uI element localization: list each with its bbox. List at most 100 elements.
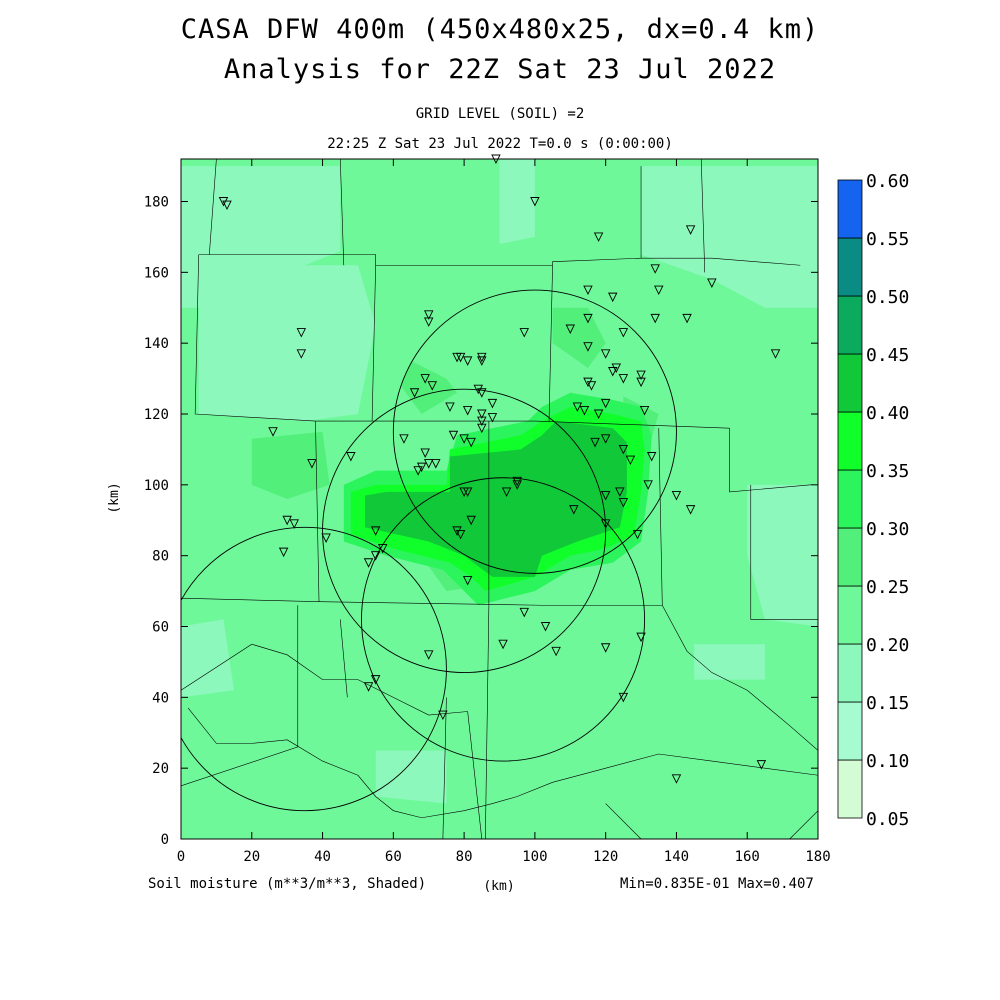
station-marker: [600, 398, 611, 409]
station-marker: [423, 317, 434, 327]
field-region-2: [198, 265, 376, 422]
station-marker: [770, 349, 781, 359]
colorbar-swatch: [837, 353, 863, 413]
y-tick-label: 0: [161, 832, 169, 848]
station-marker: [583, 377, 593, 388]
x-tick-label: 100: [522, 849, 547, 865]
colorbar-label: 0.30: [866, 519, 909, 540]
station-marker: [477, 416, 487, 427]
station-marker: [671, 774, 682, 784]
station-marker: [278, 547, 289, 558]
station-marker: [636, 370, 646, 381]
station-marker: [452, 526, 462, 536]
station-marker: [593, 409, 604, 420]
station-marker: [636, 632, 646, 643]
station-marker: [639, 406, 650, 416]
station-marker: [654, 285, 664, 296]
county-line-18: [187, 707, 818, 819]
station-marker: [427, 381, 437, 391]
station-marker: [707, 278, 717, 288]
y-tick-label: 140: [144, 336, 169, 352]
x-tick-label: 0: [177, 849, 185, 865]
county-boundaries: [181, 159, 818, 839]
county-line-21: [442, 697, 447, 839]
station-marker: [477, 423, 487, 434]
field-region-11: [552, 307, 606, 368]
station-markers: [218, 154, 781, 784]
station-marker: [583, 313, 593, 324]
station-marker: [431, 459, 441, 469]
station-marker: [370, 526, 381, 536]
colorbar-label: 0.50: [866, 287, 909, 308]
colorbar-swatch: [837, 585, 863, 645]
station-marker: [346, 452, 356, 462]
range-ring-1: [322, 388, 607, 673]
x-tick-label: 20: [243, 849, 260, 865]
station-marker: [487, 398, 498, 409]
station-marker: [618, 444, 629, 455]
plot-frame: [180, 158, 819, 840]
station-marker: [756, 760, 767, 770]
station-marker: [399, 434, 409, 444]
county-line-11: [700, 159, 706, 273]
station-marker: [519, 328, 530, 338]
county-line-19: [181, 605, 299, 787]
shaded-field: [181, 159, 818, 839]
station-marker: [583, 342, 593, 352]
colorbar-label: 0.35: [866, 461, 909, 482]
station-marker: [530, 197, 540, 207]
station-marker: [438, 710, 448, 721]
station-marker: [296, 328, 307, 338]
station-marker: [487, 413, 498, 423]
station-marker: [569, 505, 579, 515]
field-description: Soil moisture (m**3/m**3, Shaded): [148, 876, 427, 892]
station-marker: [473, 384, 483, 395]
colorbar-label: 0.15: [866, 693, 909, 714]
county-line-0: [339, 159, 345, 266]
station-marker: [363, 558, 374, 568]
station-marker: [671, 491, 682, 501]
station-marker: [416, 462, 427, 473]
county-line-23: [605, 803, 642, 839]
x-tick-label: 40: [314, 849, 331, 865]
range-ring-0: [392, 289, 677, 574]
station-marker: [501, 487, 512, 497]
station-marker: [477, 388, 487, 398]
y-tick-label: 40: [152, 690, 169, 706]
station-marker: [590, 437, 600, 448]
field-region-6: [375, 750, 447, 804]
chart-subtitle: Analysis for 22Z Sat 23 Jul 2022: [223, 54, 777, 85]
county-line-17: [181, 643, 468, 716]
station-marker: [586, 381, 597, 391]
station-marker: [222, 200, 232, 211]
station-marker: [579, 406, 590, 416]
station-marker: [423, 310, 434, 320]
station-marker: [618, 328, 629, 338]
station-marker: [477, 352, 487, 363]
station-marker: [307, 459, 317, 469]
station-marker: [618, 692, 629, 703]
station-marker: [685, 505, 696, 515]
colorbar-label: 0.20: [866, 635, 909, 656]
x-tick-label: 160: [735, 849, 760, 865]
y-tick-label: 20: [152, 761, 169, 777]
y-tick-label: 160: [144, 265, 169, 281]
colorbar-label: 0.10: [866, 751, 909, 772]
station-marker: [618, 498, 629, 508]
field-region-9: [251, 431, 330, 499]
y-axis-label: (km): [107, 482, 122, 513]
colorbar-label: 0.60: [866, 171, 909, 192]
station-marker: [370, 551, 381, 561]
range-ring-2: [361, 477, 646, 762]
colorbar-swatch: [837, 237, 863, 297]
x-tick-label: 140: [664, 849, 689, 865]
station-marker: [462, 406, 473, 416]
colorbar-swatch: [837, 759, 863, 819]
field-region-8: [181, 619, 235, 698]
field-region-5: [747, 484, 818, 627]
colorbar-label: 0.45: [866, 345, 909, 366]
y-tick-label: 80: [152, 549, 169, 565]
station-marker: [611, 363, 622, 373]
colorbar-label: 0.25: [866, 577, 909, 598]
